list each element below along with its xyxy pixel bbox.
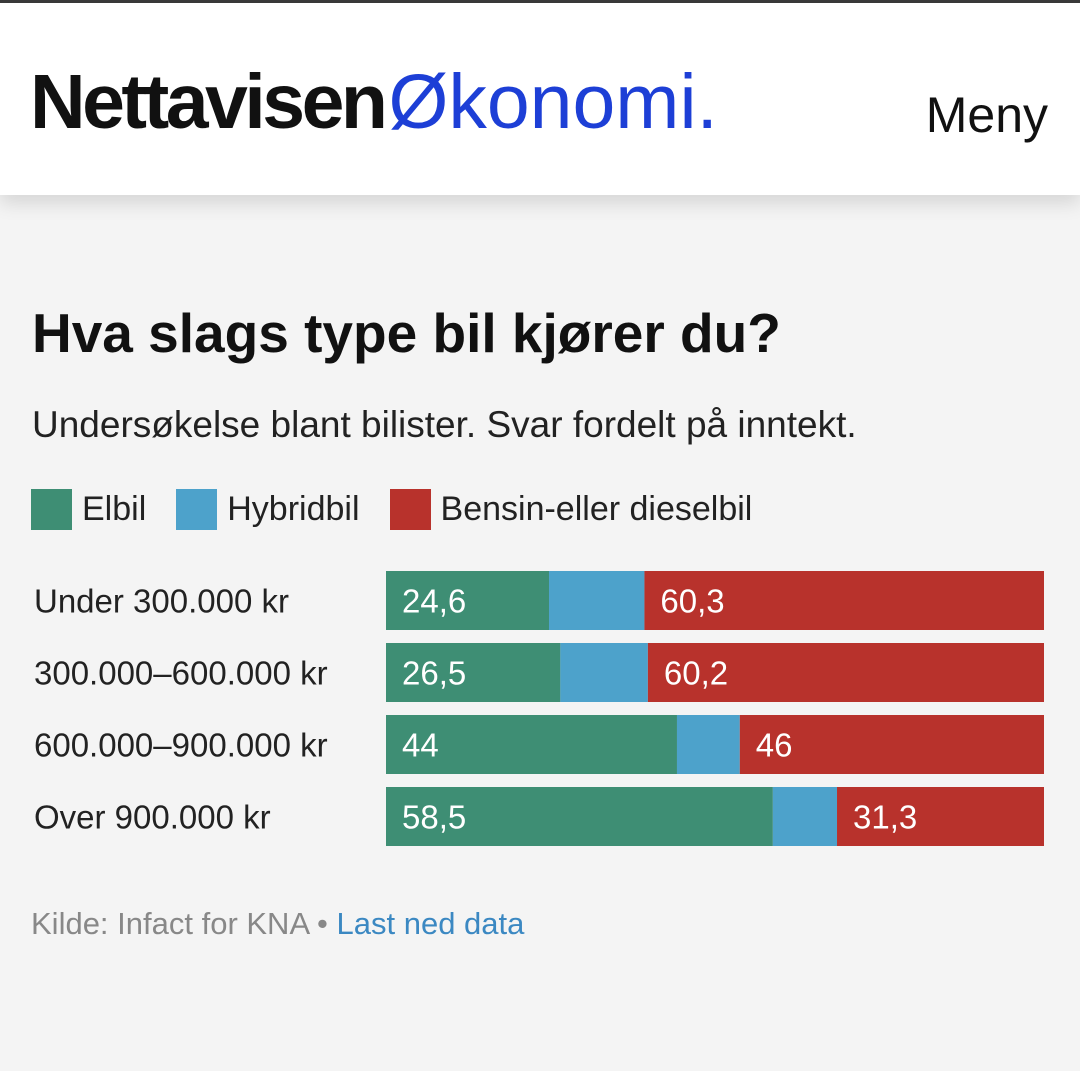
bar-segment: [549, 571, 645, 630]
site-logo[interactable]: NettavisenØkonomi.: [30, 57, 718, 147]
legend-item-bensin: Bensin-eller dieselbil: [389, 488, 753, 530]
data-label: 24,6: [402, 583, 466, 620]
chart-row: 300.000–600.000 kr 26,5 60,2: [34, 643, 1044, 702]
logo-brand: Nettavisen: [30, 59, 388, 145]
data-label: 60,2: [664, 655, 728, 692]
legend-label-hybridbil: Hybridbil: [227, 489, 360, 528]
data-label: 44: [402, 727, 439, 764]
category-label: 300.000–600.000 kr: [34, 655, 328, 692]
logo-section: Økonomi.: [388, 59, 718, 145]
chart-row: Over 900.000 kr 58,5 31,3: [34, 787, 1044, 846]
data-label: 58,5: [402, 799, 466, 836]
chart-row: 600.000–900.000 kr 44 46: [34, 715, 1044, 774]
legend-label-elbil: Elbil: [82, 489, 147, 528]
download-data-link[interactable]: Last ned data: [336, 906, 525, 941]
data-label: 31,3: [853, 799, 917, 836]
bar-segment: [386, 787, 773, 846]
top-border: [0, 0, 1080, 3]
bar-segment: [647, 643, 1044, 702]
bar-segment: [560, 643, 648, 702]
category-label: 600.000–900.000 kr: [34, 727, 328, 764]
bar-segment: [644, 571, 1044, 630]
category-label: Over 900.000 kr: [34, 799, 271, 836]
menu-button[interactable]: Meny: [925, 87, 1048, 143]
legend-swatch-hybridbil: [176, 488, 218, 530]
bar-segment: [386, 571, 550, 630]
chart-footer: Kilde: Infact for KNA • Last ned data: [31, 904, 524, 944]
legend-swatch-elbil: [31, 488, 72, 530]
data-label: 26,5: [402, 655, 466, 692]
site-header: NettavisenØkonomi. Meny: [0, 3, 1080, 195]
bar-segment: [739, 715, 1044, 774]
chart-subtitle: Undersøkelse blant bilister. Svar fordel…: [32, 404, 857, 445]
bar-segment: [386, 643, 561, 702]
bar-segment: [676, 715, 740, 774]
source-text: Kilde: Infact for KNA: [31, 906, 309, 941]
data-label: 60,3: [660, 583, 724, 620]
legend-swatch-bensin: [389, 488, 431, 530]
chart-row: Under 300.000 kr 24,6 60,3: [34, 571, 1044, 630]
footer-separator: •: [308, 906, 337, 941]
chart-title: Hva slags type bil kjører du?: [32, 302, 781, 364]
legend-item-hybridbil: Hybridbil: [176, 488, 360, 530]
bar-segment: [386, 715, 677, 774]
legend-item-elbil: Elbil: [31, 488, 147, 530]
data-label: 46: [756, 727, 793, 764]
category-label: Under 300.000 kr: [34, 583, 289, 620]
bar-segment: [772, 787, 838, 846]
chart-legend: Elbil Hybridbil Bensin-eller dieselbil: [31, 486, 782, 532]
bar-segment: [837, 787, 1044, 846]
legend-label-bensin: Bensin-eller dieselbil: [440, 489, 753, 528]
stacked-bar-chart: Under 300.000 kr 24,6 60,3 300.000–600.000 …: [34, 571, 1044, 846]
